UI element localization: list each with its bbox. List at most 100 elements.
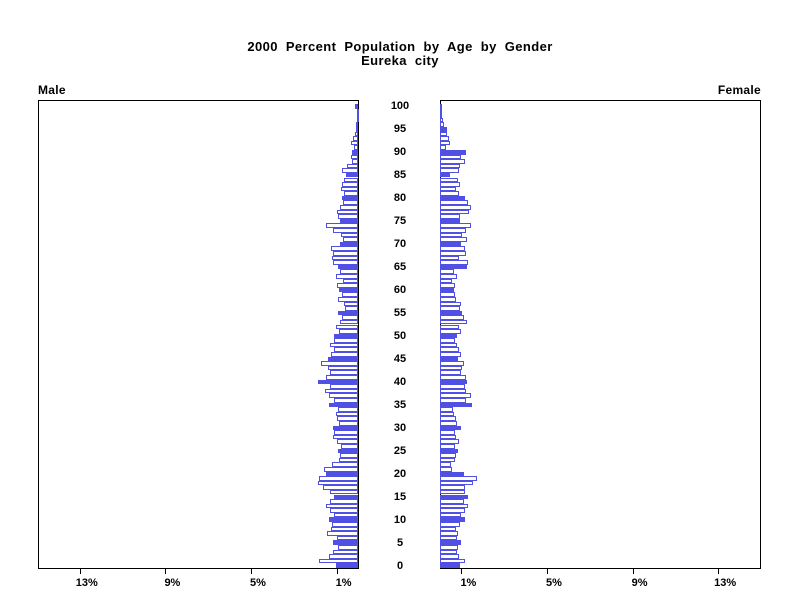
pyramid-bar-female-age-5 xyxy=(440,540,462,546)
pyramid-bar-male-age-77 xyxy=(336,209,358,215)
pyramid-bar-female-age-17 xyxy=(440,485,465,490)
pyramid-bar-female-age-15 xyxy=(440,494,468,500)
age-tick-label-100: 100 xyxy=(390,100,410,113)
female-axis-tick-label-9: 9% xyxy=(631,577,648,589)
pyramid-bar-male-age-7 xyxy=(326,531,358,536)
age-tick-label-10: 10 xyxy=(393,513,407,526)
male-axis-tick-label-5: 5% xyxy=(250,577,266,589)
pyramid-bar-female-age-59 xyxy=(440,292,455,297)
female-axis-tick-label-5: 5% xyxy=(546,577,562,589)
male-axis-tick-9 xyxy=(165,569,167,574)
age-tick-label-25: 25 xyxy=(393,444,407,457)
pyramid-bar-male-age-11 xyxy=(334,512,358,518)
male-axis-tick-5 xyxy=(251,569,252,574)
pyramid-bar-female-age-13 xyxy=(440,503,468,509)
pyramid-bar-male-age-60 xyxy=(338,287,358,293)
pyramid-bar-male-age-56 xyxy=(345,306,358,311)
pyramid-bar-male-age-4 xyxy=(337,545,358,550)
pyramid-bar-female-age-85 xyxy=(440,172,450,178)
pyramid-bar-male-age-2 xyxy=(329,554,358,559)
pyramid-bar-male-age-55 xyxy=(337,310,358,316)
pyramid-bar-female-age-70 xyxy=(440,241,462,247)
pyramid-bar-female-age-25 xyxy=(440,448,459,454)
male-axis-tick-label-9: 9% xyxy=(164,577,181,589)
pyramid-bar-female-age-20 xyxy=(440,471,464,477)
pyramid-bar-female-age-40 xyxy=(440,379,467,385)
pyramid-bar-female-age-2 xyxy=(440,554,460,559)
age-tick-label-0: 0 xyxy=(396,559,404,572)
female-plot-frame xyxy=(440,100,761,569)
pyramid-bar-female-age-71 xyxy=(440,237,467,242)
female-axis-tick-5 xyxy=(547,569,548,574)
pyramid-bar-female-age-23 xyxy=(440,457,455,463)
pyramid-bar-female-age-55 xyxy=(440,310,463,316)
pyramid-bar-male-age-85 xyxy=(346,172,358,178)
pyramid-bar-female-age-82 xyxy=(440,186,457,192)
pyramid-bar-female-age-78 xyxy=(440,205,472,210)
pyramid-bar-male-age-0 xyxy=(335,563,358,568)
age-tick-label-20: 20 xyxy=(393,467,407,480)
pyramid-bar-female-age-86 xyxy=(440,168,460,173)
pyramid-bar-male-age-62 xyxy=(343,278,358,284)
male-axis-tick-13 xyxy=(79,569,81,574)
pyramid-bar-male-age-71 xyxy=(343,237,358,242)
pyramid-bar-female-age-84 xyxy=(440,177,459,183)
pyramid-bar-male-age-63 xyxy=(335,273,358,279)
age-tick-label-95: 95 xyxy=(393,123,407,136)
pyramid-bar-male-age-73 xyxy=(333,228,358,233)
pyramid-bar-female-age-6 xyxy=(440,535,458,541)
female-axis-tick-9 xyxy=(632,569,634,574)
pyramid-bar-male-age-35 xyxy=(329,402,358,408)
pyramid-bar-male-age-44 xyxy=(320,361,358,366)
pyramid-bar-male-age-67 xyxy=(332,255,358,261)
pyramid-bar-female-age-90 xyxy=(440,149,466,155)
pyramid-bar-male-age-100 xyxy=(354,104,358,109)
pyramid-bar-male-age-74 xyxy=(325,223,358,229)
pyramid-bar-male-age-51 xyxy=(338,329,358,334)
pyramid-bar-female-age-3 xyxy=(440,549,458,555)
pyramid-bar-male-age-72 xyxy=(340,232,358,238)
pyramid-bar-female-age-100 xyxy=(440,104,442,109)
pyramid-bar-female-age-98 xyxy=(440,113,443,118)
pyramid-bar-female-age-60 xyxy=(440,287,454,293)
pyramid-bar-male-age-40 xyxy=(318,379,358,385)
age-tick-label-30: 30 xyxy=(393,421,407,434)
pyramid-bar-male-age-99 xyxy=(357,108,360,114)
pyramid-bar-female-age-11 xyxy=(440,512,462,518)
chart-title-line1: 2000 Percent Population by Age by Gender xyxy=(247,39,553,54)
pyramid-bar-male-age-20 xyxy=(325,471,358,477)
pyramid-bar-female-age-87 xyxy=(440,163,461,169)
male-axis-tick-1 xyxy=(336,569,338,574)
pyramid-bar-male-age-28 xyxy=(333,434,358,440)
pyramid-bar-male-age-48 xyxy=(330,342,358,348)
pyramid-bar-female-age-18 xyxy=(440,480,474,486)
pyramid-bar-male-age-10 xyxy=(329,517,358,523)
pyramid-bar-female-age-56 xyxy=(440,306,461,311)
pyramid-bar-female-age-99 xyxy=(440,108,442,114)
pyramid-bar-female-age-30 xyxy=(440,425,462,431)
pyramid-bar-male-age-90 xyxy=(351,149,358,155)
pyramid-bar-male-age-27 xyxy=(336,439,358,444)
pyramid-bar-female-age-65 xyxy=(440,264,467,270)
pyramid-bar-male-age-57 xyxy=(344,301,358,307)
age-tick-label-15: 15 xyxy=(393,490,407,503)
pyramid-bar-male-age-70 xyxy=(339,241,358,247)
pyramid-bar-male-age-96 xyxy=(355,122,358,127)
female-axis-tick-label-13: 13% xyxy=(714,577,737,589)
pyramid-bar-male-age-38 xyxy=(324,388,358,394)
pyramid-bar-female-age-37 xyxy=(440,393,472,398)
female-axis-tick-label-1: 1% xyxy=(460,577,477,589)
pyramid-bar-female-age-32 xyxy=(440,416,457,421)
pyramid-bar-female-age-97 xyxy=(440,117,444,123)
age-tick-label-75: 75 xyxy=(393,215,407,228)
pyramid-bar-male-age-45 xyxy=(328,356,358,362)
pyramid-bar-male-age-19 xyxy=(319,476,358,481)
pyramid-bar-female-age-94 xyxy=(440,131,448,137)
pyramid-bar-male-age-82 xyxy=(340,186,358,192)
pyramid-bar-female-age-96 xyxy=(440,122,445,127)
pyramid-bar-female-age-75 xyxy=(440,218,461,224)
pyramid-bar-male-age-37 xyxy=(329,393,358,398)
pyramid-bar-female-age-45 xyxy=(440,356,459,362)
pyramid-bar-male-age-17 xyxy=(322,485,358,490)
pyramid-bar-male-age-87 xyxy=(347,163,358,169)
